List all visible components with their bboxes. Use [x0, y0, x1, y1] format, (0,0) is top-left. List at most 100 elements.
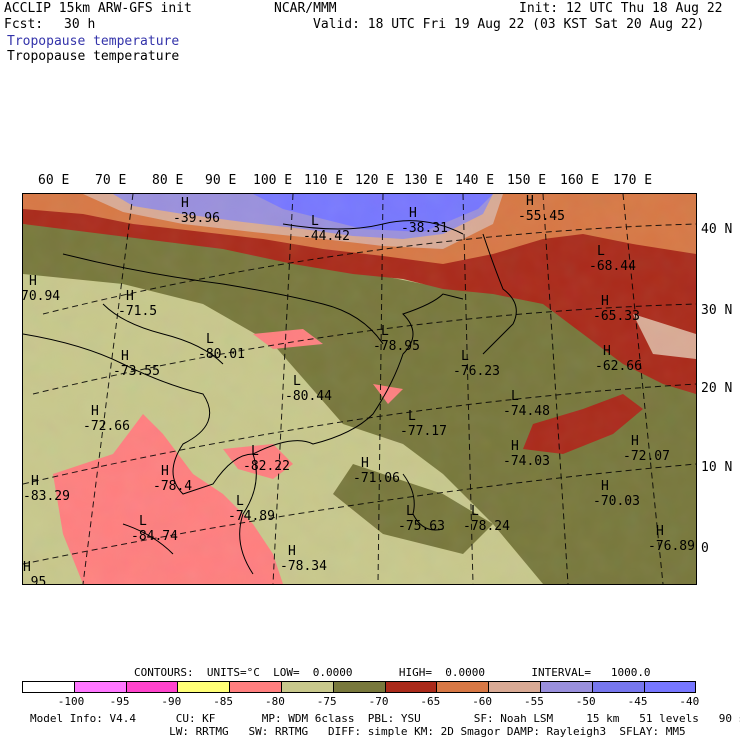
marker-letter: H	[526, 194, 534, 209]
high-marker: H -70.03	[593, 479, 640, 509]
marker-letter: H	[91, 404, 99, 419]
marker-letter: H	[409, 206, 417, 221]
colorbar-swatch	[384, 681, 438, 693]
marker-value: -78.24	[463, 519, 510, 534]
colorbar-tick-label: -50	[575, 695, 596, 708]
latitude-label: 20 N	[701, 381, 733, 396]
marker-letter: L	[206, 332, 214, 347]
colorbar-swatch	[488, 681, 541, 693]
colorbar-tick-label: -85	[213, 695, 234, 708]
map-shading	[23, 194, 696, 584]
marker-value: -72.07	[623, 449, 670, 464]
marker-letter: L	[311, 214, 319, 229]
colorbar-tick-label: -40	[679, 695, 700, 708]
high-marker: H -83.29	[23, 474, 70, 504]
marker-letter: L	[139, 514, 147, 529]
marker-value: -82.22	[243, 459, 290, 474]
colorbar-tick-label: -90	[161, 695, 182, 708]
marker-value: -55.45	[518, 209, 565, 224]
valid-time: Valid: 18 UTC Fri 19 Aug 22 (03 KST Sat …	[313, 17, 705, 32]
marker-letter: L	[293, 374, 301, 389]
contour-info: CONTOURS: UNITS=°C LOW= 0.0000 HIGH= 0.0…	[134, 666, 651, 679]
marker-value: -74.89	[228, 509, 275, 524]
marker-letter: L	[471, 504, 479, 519]
marker-letter: H	[511, 439, 519, 454]
colorbar-tick-label: -55	[524, 695, 544, 708]
marker-value: 9.95	[22, 575, 47, 585]
marker-value: -84.74	[131, 529, 178, 544]
marker-value: -78.4	[153, 479, 193, 494]
low-marker: L -44.42	[303, 214, 350, 244]
marker-value: -62.66	[595, 359, 642, 374]
colorbar-swatch	[436, 681, 490, 693]
marker-letter: L	[461, 349, 469, 364]
high-marker: H -62.66	[595, 344, 642, 374]
low-marker: L -78.95	[373, 324, 420, 354]
high-marker: H -72.07	[623, 434, 670, 464]
high-marker: H9.95	[22, 560, 47, 585]
marker-value: -71.5	[118, 304, 158, 319]
high-marker: H -71.5	[118, 289, 157, 319]
marker-value: -68.44	[589, 259, 636, 274]
colored-field-title: Tropopause temperature	[7, 34, 180, 49]
high-marker: H -39.96	[173, 196, 220, 226]
marker-value: -78.34	[280, 559, 327, 574]
colorbar-swatch	[22, 681, 75, 693]
marker-letter: H	[361, 456, 369, 471]
marker-value: -39.96	[173, 211, 220, 226]
marker-value: -80.01	[198, 347, 245, 362]
high-marker: H -76.89	[648, 524, 695, 554]
longitude-label: 160 E	[560, 173, 600, 188]
marker-value: -83.29	[23, 489, 70, 504]
longitude-label: 170 E	[613, 173, 653, 188]
marker-value: -38.31	[401, 221, 448, 236]
longitude-label: 70 E	[95, 173, 127, 188]
marker-letter: H	[601, 294, 609, 309]
high-marker: H 70.94	[23, 274, 60, 304]
marker-value: -74.03	[503, 454, 550, 469]
longitude-label: 110 E	[304, 173, 344, 188]
map-panel[interactable]: H -39.96 L -44.42 H -38.31 H -55.45 L -68.44 H -65.…	[22, 193, 697, 585]
marker-value: -74.48	[503, 404, 550, 419]
marker-letter: L	[236, 494, 244, 509]
marker-letter: H	[161, 464, 169, 479]
marker-letter: L	[381, 324, 389, 339]
colorbar-swatch	[125, 681, 179, 693]
low-marker: L -78.24	[463, 504, 510, 534]
marker-letter: L	[511, 389, 519, 404]
colorbar-swatch	[73, 681, 127, 693]
marker-letter: H	[23, 560, 31, 575]
marker-value: -70.03	[593, 494, 640, 509]
marker-value: -76.23	[453, 364, 500, 379]
low-marker: L -82.22	[243, 444, 290, 474]
marker-letter: L	[408, 409, 416, 424]
colorbar-swatch	[177, 681, 231, 693]
marker-value: -73.55	[113, 364, 160, 379]
marker-value: -76.89	[648, 539, 695, 554]
colorbar-tick-label: -70	[368, 695, 389, 708]
marker-letter: H	[121, 349, 129, 364]
low-marker: L -74.89	[228, 494, 275, 524]
model-info-line-2: LW: RRTMG SW: RRTMG DIFF: simple KM: 2D …	[30, 725, 686, 738]
model-info-line-1: Model Info: V4.4 CU: KF MP: WDM 6class P…	[30, 712, 740, 725]
longitude-label: 140 E	[455, 173, 495, 188]
high-marker: H -78.4	[153, 464, 192, 494]
marker-letter: H	[603, 344, 611, 359]
low-marker: L -74.48	[503, 389, 550, 419]
longitude-label: 150 E	[507, 173, 547, 188]
high-marker: H -72.66	[83, 404, 130, 434]
low-marker: L -68.44	[589, 244, 636, 274]
marker-value: -65.33	[593, 309, 640, 324]
colorbar-tick-label: -45	[627, 695, 648, 708]
high-marker: H -74.03	[503, 439, 550, 469]
marker-letter: L	[406, 504, 414, 519]
low-marker: L -80.44	[285, 374, 332, 404]
longitude-label: 80 E	[152, 173, 184, 188]
longitude-label: 120 E	[355, 173, 395, 188]
high-marker: H -73.55	[113, 349, 160, 379]
colorbar-tick-label: -95	[109, 695, 130, 708]
latitude-label: 30 N	[701, 303, 733, 318]
high-marker: H -38.31	[401, 206, 448, 236]
marker-letter: H	[126, 289, 134, 304]
longitude-label: 60 E	[38, 173, 70, 188]
